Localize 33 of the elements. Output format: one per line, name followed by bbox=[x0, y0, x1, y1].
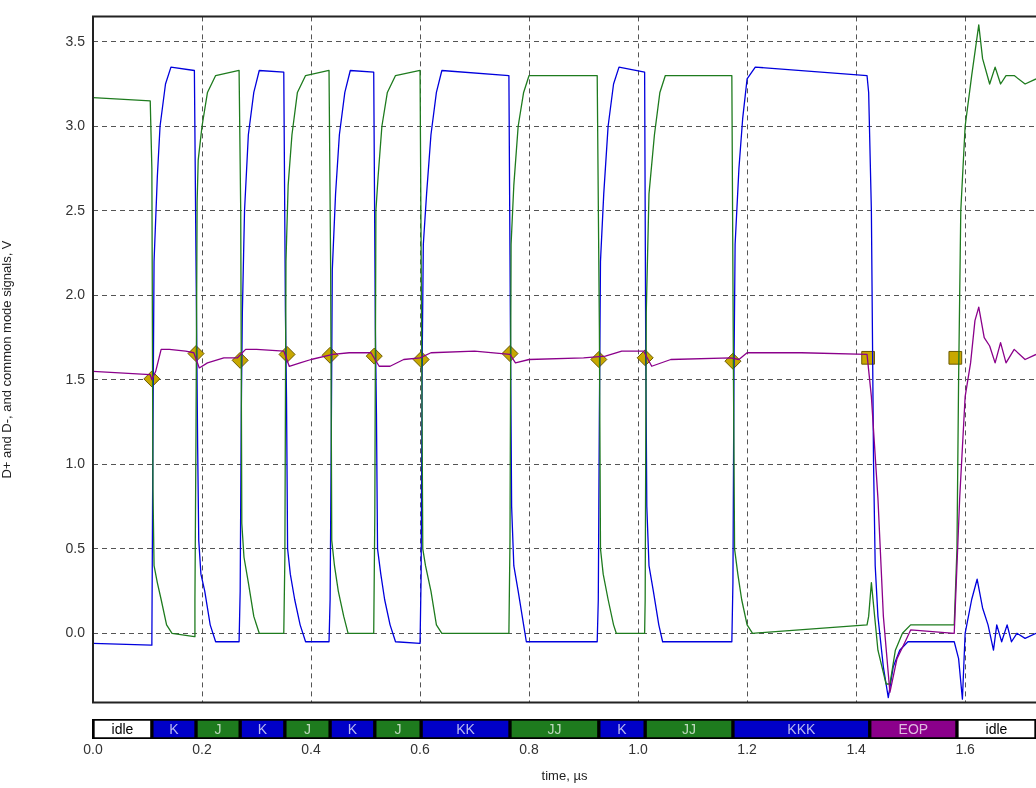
series-label: idle bbox=[111, 720, 134, 737]
y-tick-label: 0.0 bbox=[65, 624, 86, 641]
series-label: KKK bbox=[787, 720, 817, 737]
series-label: K bbox=[257, 720, 268, 737]
x-tick-label: 0.8 bbox=[519, 741, 540, 758]
y-tick-label: 3.0 bbox=[65, 117, 86, 134]
y-tick-label: 1.0 bbox=[65, 455, 86, 472]
y-tick-label: 2.0 bbox=[65, 286, 86, 303]
series-label: idle bbox=[985, 720, 1008, 737]
x-axis-title: time, µs bbox=[541, 767, 588, 783]
y-tick-label: 2.5 bbox=[65, 201, 86, 218]
x-tick-label: 0.4 bbox=[301, 741, 321, 758]
series-label: K bbox=[347, 720, 358, 737]
x-tick-label: 1.4 bbox=[846, 741, 867, 758]
x-tick-label: 0.6 bbox=[410, 741, 430, 758]
x-tick-label: 1.0 bbox=[628, 741, 649, 758]
y-tick-label: 3.5 bbox=[65, 32, 86, 49]
series-label: J bbox=[394, 720, 402, 737]
y-tick-label: 0.5 bbox=[65, 539, 86, 556]
y-axis-title: D+ and D-, and common mode signals, V bbox=[0, 240, 15, 479]
x-tick-label: 0.0 bbox=[83, 741, 103, 758]
series-label: JJ bbox=[682, 720, 697, 737]
x-tick-label: 0.2 bbox=[192, 741, 212, 758]
series-label: J bbox=[303, 720, 311, 737]
x-tick-label: 1.2 bbox=[737, 741, 758, 758]
series-label: K bbox=[617, 720, 628, 737]
series-label: JJ bbox=[547, 720, 562, 737]
series-label: KK bbox=[456, 720, 476, 737]
series-label: K bbox=[169, 720, 180, 737]
series-label: J bbox=[214, 720, 222, 737]
y-tick-label: 1.5 bbox=[65, 370, 86, 387]
x-tick-label: 1.6 bbox=[955, 741, 976, 758]
series-label: EOP bbox=[898, 720, 929, 737]
